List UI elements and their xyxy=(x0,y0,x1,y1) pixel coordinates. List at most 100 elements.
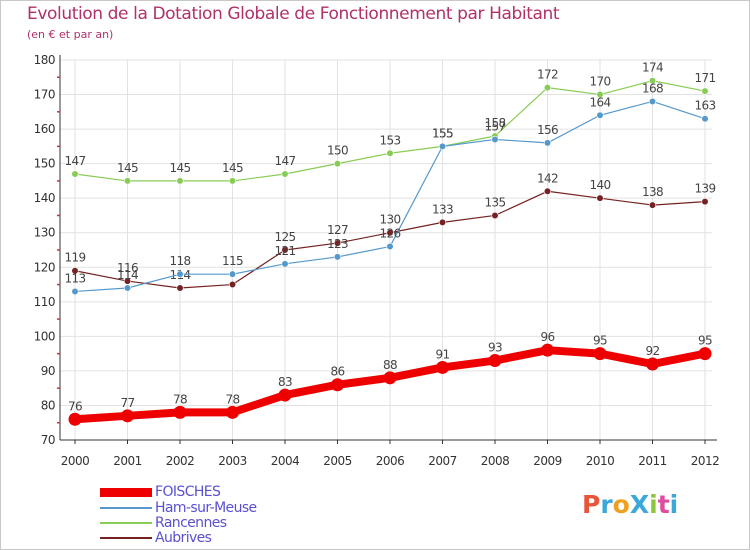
data-label-rancennes-2005: 150 xyxy=(327,144,348,158)
point-foisches-2010 xyxy=(593,347,607,361)
point-rancennes-2003 xyxy=(228,177,237,185)
data-label-ham-sur-meuse-2005: 123 xyxy=(327,237,348,251)
point-ham-sur-meuse-2005 xyxy=(333,253,342,261)
data-label-aubrives-2001: 116 xyxy=(117,261,138,275)
chart-subtitle: (en € et par an) xyxy=(27,28,114,41)
point-rancennes-2012 xyxy=(701,87,709,95)
y-tick-label-120: 120 xyxy=(34,260,55,274)
data-label-foisches-2006: 88 xyxy=(383,358,397,372)
point-aubrives-2006 xyxy=(386,229,394,237)
legend-item-ham-sur-meuse: Ham-sur-Meuse xyxy=(100,500,257,516)
point-ham-sur-meuse-2000 xyxy=(71,287,79,296)
x-tick-label-2002: 2002 xyxy=(166,454,195,468)
point-ham-sur-meuse-2006 xyxy=(386,242,394,251)
data-label-foisches-2000: 76 xyxy=(68,399,82,413)
point-aubrives-2005 xyxy=(333,239,342,247)
x-tick-label-2003: 2003 xyxy=(218,454,247,468)
data-label-ham-sur-meuse-2003: 115 xyxy=(222,254,243,268)
x-tick-label-2011: 2011 xyxy=(638,454,667,468)
logo-letter: i xyxy=(649,490,658,519)
data-label-aubrives-2012: 139 xyxy=(694,182,715,196)
point-ham-sur-meuse-2011 xyxy=(648,97,657,106)
data-label-ham-sur-meuse-2008: 157 xyxy=(484,119,505,133)
data-label-aubrives-2009: 142 xyxy=(537,171,558,185)
legend-swatch-foisches xyxy=(100,487,152,497)
y-tick-label-170: 170 xyxy=(34,88,55,102)
point-ham-sur-meuse-2004 xyxy=(281,260,289,268)
legend-item-aubrives: Aubrives xyxy=(100,530,212,546)
data-label-rancennes-2011: 174 xyxy=(642,61,663,75)
data-label-rancennes-2003: 145 xyxy=(222,161,243,175)
point-rancennes-2010 xyxy=(596,90,604,99)
x-tick-label-2007: 2007 xyxy=(428,454,457,468)
y-tick-label-130: 130 xyxy=(34,226,55,240)
point-foisches-2002 xyxy=(173,405,187,419)
chart-title: Evolution de la Dotation Globale de Fonc… xyxy=(27,4,560,24)
data-label-foisches-2012: 95 xyxy=(698,334,712,348)
legend-label-foisches: FOISCHES xyxy=(155,484,221,500)
y-tick-label-110: 110 xyxy=(34,295,55,309)
point-aubrives-2000 xyxy=(71,267,79,275)
data-label-rancennes-2007: 155 xyxy=(432,126,453,140)
data-label-aubrives-2010: 140 xyxy=(589,178,610,192)
data-label-rancennes-2009: 172 xyxy=(537,68,558,82)
data-label-ham-sur-meuse-2007: 155 xyxy=(432,126,453,140)
x-tick-label-2006: 2006 xyxy=(376,454,405,468)
legend-swatch-ham-sur-meuse xyxy=(100,507,152,509)
point-ham-sur-meuse-2010 xyxy=(596,111,604,119)
data-label-ham-sur-meuse-2000: 113 xyxy=(64,271,85,285)
y-tick-label-80: 80 xyxy=(41,398,55,412)
point-foisches-2000 xyxy=(68,412,82,426)
point-rancennes-2001 xyxy=(123,177,132,185)
point-aubrives-2012 xyxy=(701,198,709,206)
data-label-aubrives-2008: 135 xyxy=(484,195,505,209)
data-label-rancennes-2012: 171 xyxy=(694,71,715,85)
data-label-foisches-2009: 96 xyxy=(540,330,554,344)
data-label-aubrives-2005: 127 xyxy=(327,223,348,237)
data-label-ham-sur-meuse-2006: 126 xyxy=(379,227,400,241)
point-foisches-2011 xyxy=(646,357,659,371)
data-label-foisches-2010: 95 xyxy=(593,334,607,348)
data-label-ham-sur-meuse-2002: 118 xyxy=(169,254,190,268)
point-ham-sur-meuse-2012 xyxy=(701,115,709,123)
data-label-ham-sur-meuse-2001: 114 xyxy=(117,268,138,282)
point-foisches-2007 xyxy=(436,360,449,374)
legend-label-rancennes: Rancennes xyxy=(155,515,227,531)
legend-label-aubrives: Aubrives xyxy=(155,530,212,546)
data-label-aubrives-2000: 119 xyxy=(64,251,85,265)
logo-letter: t xyxy=(657,490,670,519)
point-foisches-2012 xyxy=(698,347,712,361)
data-label-foisches-2007: 91 xyxy=(435,347,449,361)
data-label-rancennes-2000: 147 xyxy=(64,154,85,168)
point-aubrives-2010 xyxy=(596,194,604,202)
logo-letter: i xyxy=(669,490,679,519)
point-aubrives-2007 xyxy=(438,218,447,226)
data-label-rancennes-2010: 170 xyxy=(589,75,610,89)
point-aubrives-2011 xyxy=(648,201,657,209)
point-foisches-2003 xyxy=(226,405,239,419)
data-label-foisches-2002: 78 xyxy=(173,392,187,406)
data-label-foisches-2005: 86 xyxy=(330,365,344,379)
x-tick-label-2001: 2001 xyxy=(113,454,142,468)
point-aubrives-2008 xyxy=(491,211,499,220)
point-foisches-2008 xyxy=(488,354,502,368)
point-aubrives-2009 xyxy=(543,187,552,195)
y-tick-label-160: 160 xyxy=(34,122,55,136)
logo-letter: X xyxy=(629,490,650,519)
data-label-ham-sur-meuse-2011: 168 xyxy=(642,81,663,95)
data-label-foisches-2001: 77 xyxy=(120,396,134,410)
point-ham-sur-meuse-2009 xyxy=(543,139,552,147)
data-label-foisches-2004: 83 xyxy=(278,375,292,389)
point-foisches-2004 xyxy=(278,388,292,402)
data-label-rancennes-2004: 147 xyxy=(274,154,295,168)
data-label-aubrives-2004: 125 xyxy=(274,230,295,244)
point-ham-sur-meuse-2001 xyxy=(123,284,132,292)
legend-swatch-aubrives xyxy=(100,537,152,539)
y-tick-label-150: 150 xyxy=(34,157,55,171)
y-tick-label-90: 90 xyxy=(41,364,55,378)
legend-label-ham-sur-meuse: Ham-sur-Meuse xyxy=(155,500,257,516)
data-label-rancennes-2008: 158 xyxy=(484,116,505,130)
data-label-aubrives-2011: 138 xyxy=(642,185,663,199)
y-tick-label-70: 70 xyxy=(41,433,55,447)
